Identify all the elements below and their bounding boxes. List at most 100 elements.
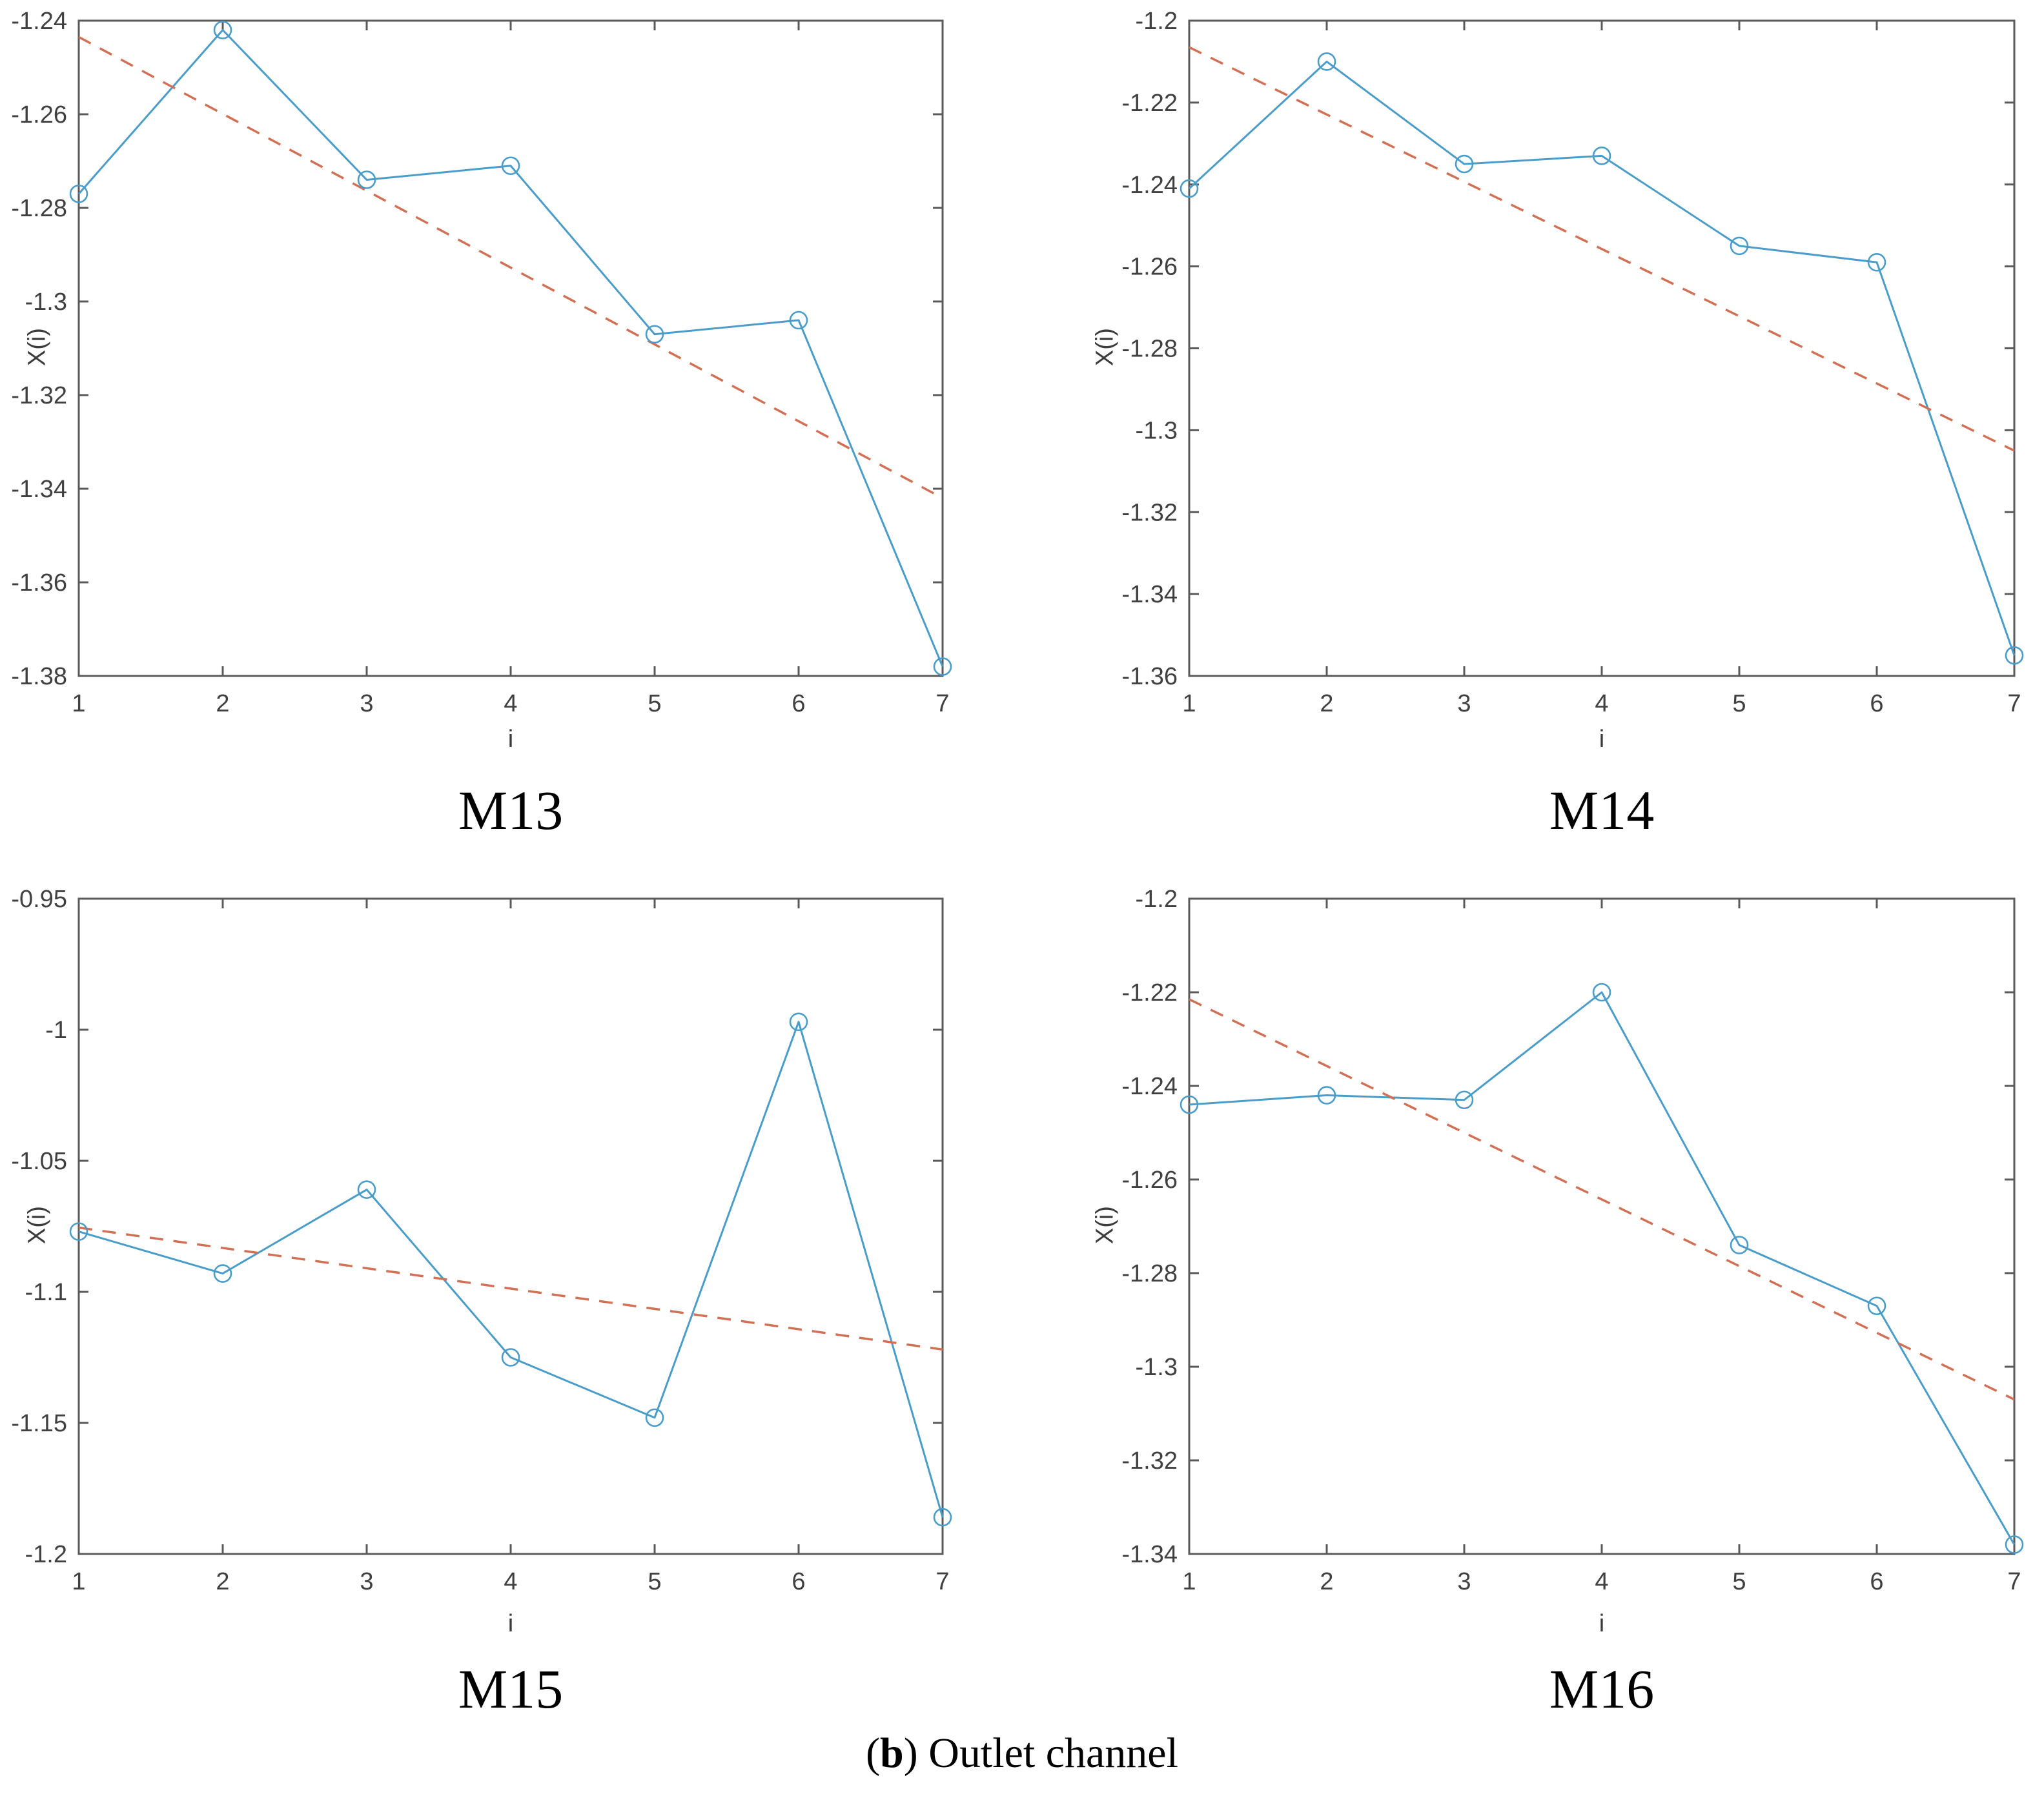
y-tick-label: -1.1 [25,1279,67,1306]
plot-box [1188,897,2016,1555]
x-tick-label: 1 [1182,1568,1196,1595]
y-axis-label-m16: X(i) [1091,1205,1119,1245]
y-tick-label: -1.34 [1121,1541,1178,1568]
x-tick-label: 6 [792,1568,805,1595]
series-marker [933,657,952,676]
series-marker [69,1222,88,1241]
series-marker [2005,1535,2024,1554]
series-marker [1180,179,1199,198]
panel-title-m15: M15 [458,1658,564,1720]
series-marker [1730,1236,1749,1254]
series-marker [1592,983,1611,1002]
trend-line [1189,998,2015,1401]
caption-rest: ) Outlet channel [903,1730,1178,1777]
y-tick-label: -1.2 [25,1541,67,1568]
caption-open-paren: ( [866,1730,881,1777]
x-axis-label-m15: i [507,1610,514,1637]
x-tick-label: 1 [72,690,85,717]
series-marker [789,311,808,330]
y-tick-label: -1.32 [1121,499,1178,526]
x-tick-label: 3 [1457,690,1471,717]
series-marker [1730,236,1749,256]
series-marker [645,325,664,344]
y-tick-label: -1.2 [1136,886,1178,913]
y-tick-label: -0.95 [11,886,67,913]
x-tick-label: 7 [2007,1568,2021,1595]
series-marker [1317,52,1336,71]
trend-line [78,36,943,500]
y-tick-label: -1.34 [11,476,67,503]
series-marker [1317,1086,1336,1105]
trend-line [78,1226,943,1351]
series-marker [1867,252,1886,272]
y-tick-label: -1.24 [11,8,67,35]
y-tick-label: -1.36 [1121,663,1178,690]
y-tick-label: -1.24 [1121,172,1178,199]
x-tick-label: 7 [2007,690,2021,717]
series-line [77,29,944,668]
trend-line [1189,46,2015,452]
plot-box [1188,19,2016,677]
x-tick-label: 5 [1732,1568,1746,1595]
series-marker [1455,1090,1474,1110]
series-marker [2005,646,2024,665]
y-axis-label-m14: X(i) [1091,327,1119,367]
x-tick-label: 1 [72,1568,85,1595]
x-tick-label: 7 [935,1568,949,1595]
x-tick-label: 7 [935,690,949,717]
series-line [1188,60,2016,656]
x-tick-label: 5 [648,1568,661,1595]
x-tick-label: 2 [1320,1568,1333,1595]
series-marker [1180,1095,1199,1114]
y-tick-label: -1.26 [1121,1167,1178,1194]
x-tick-label: 6 [792,690,805,717]
x-tick-label: 4 [504,1568,517,1595]
series-marker [1592,147,1611,165]
series-marker [1455,154,1474,174]
x-tick-label: 4 [1595,1568,1608,1595]
panel-title-m14: M14 [1549,779,1655,841]
y-tick-label: -1.3 [1136,1354,1178,1381]
y-tick-label: -1.28 [11,195,67,222]
y-tick-label: -1.22 [1121,979,1178,1006]
plot-box [77,897,944,1555]
x-axis-label-m16: i [1599,1610,1605,1637]
series-marker [501,156,520,176]
y-tick-label: -1.26 [1121,254,1178,281]
y-tick-label: -1.3 [25,289,67,316]
y-tick-label: -1.36 [11,569,67,597]
x-tick-label: 5 [1732,690,1746,717]
y-tick-label: -1.34 [1121,581,1178,608]
y-tick-label: -1 [45,1017,67,1044]
figure-caption: (b) Outlet channel [0,1729,2044,1778]
series-line [1189,991,2016,1546]
x-tick-label: 2 [216,1568,229,1595]
series-marker [645,1408,664,1427]
x-tick-label: 1 [1182,690,1196,717]
series-marker [357,170,376,189]
plot-box [77,19,944,677]
x-tick-label: 4 [504,690,517,717]
y-tick-label: -1.28 [1121,336,1178,363]
series-marker [789,1012,808,1032]
series-marker [357,1180,376,1199]
y-tick-label: -1.15 [11,1410,67,1437]
y-axis-label-m15: X(i) [23,1205,51,1245]
y-tick-label: -1.24 [1121,1073,1178,1100]
x-axis-label-m13: i [507,726,514,753]
y-tick-label: -1.26 [11,101,67,128]
caption-bold-letter: b [880,1730,904,1777]
x-tick-label: 6 [1870,690,1883,717]
series-marker [501,1348,520,1367]
y-tick-label: -1.32 [11,382,67,409]
y-tick-label: -1.2 [1136,8,1178,35]
y-tick-label: -1.05 [11,1148,67,1175]
y-tick-label: -1.3 [1136,417,1178,444]
x-tick-label: 2 [1320,690,1333,717]
series-marker [213,21,232,39]
panel-title-m16: M16 [1549,1658,1655,1720]
x-tick-label: 3 [360,1568,373,1595]
x-tick-label: 2 [216,690,229,717]
